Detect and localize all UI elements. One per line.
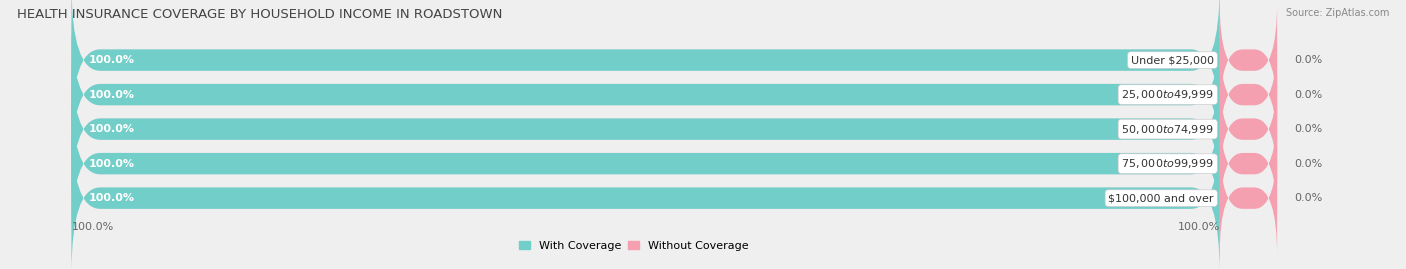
Text: 100.0%: 100.0%: [89, 55, 135, 65]
FancyBboxPatch shape: [72, 0, 1220, 136]
Text: $75,000 to $99,999: $75,000 to $99,999: [1122, 157, 1213, 170]
Text: 0.0%: 0.0%: [1295, 90, 1323, 100]
Text: $50,000 to $74,999: $50,000 to $74,999: [1122, 123, 1213, 136]
Text: 0.0%: 0.0%: [1295, 159, 1323, 169]
Text: 0.0%: 0.0%: [1295, 193, 1323, 203]
FancyBboxPatch shape: [1220, 140, 1277, 256]
FancyBboxPatch shape: [72, 0, 1220, 136]
Text: 100.0%: 100.0%: [72, 222, 114, 232]
FancyBboxPatch shape: [1220, 71, 1277, 187]
Text: 100.0%: 100.0%: [89, 90, 135, 100]
Text: Source: ZipAtlas.com: Source: ZipAtlas.com: [1285, 8, 1389, 18]
FancyBboxPatch shape: [1220, 2, 1277, 118]
Text: 100.0%: 100.0%: [1177, 222, 1220, 232]
FancyBboxPatch shape: [72, 54, 1220, 205]
Text: 100.0%: 100.0%: [89, 159, 135, 169]
FancyBboxPatch shape: [72, 19, 1220, 170]
Text: 0.0%: 0.0%: [1295, 55, 1323, 65]
FancyBboxPatch shape: [1220, 105, 1277, 222]
Text: 0.0%: 0.0%: [1295, 124, 1323, 134]
Text: Under $25,000: Under $25,000: [1130, 55, 1213, 65]
Text: $100,000 and over: $100,000 and over: [1108, 193, 1213, 203]
Text: 100.0%: 100.0%: [89, 124, 135, 134]
FancyBboxPatch shape: [72, 88, 1220, 239]
FancyBboxPatch shape: [72, 88, 1220, 239]
Legend: With Coverage, Without Coverage: With Coverage, Without Coverage: [515, 236, 754, 255]
Text: 100.0%: 100.0%: [89, 193, 135, 203]
FancyBboxPatch shape: [1220, 36, 1277, 153]
Text: HEALTH INSURANCE COVERAGE BY HOUSEHOLD INCOME IN ROADSTOWN: HEALTH INSURANCE COVERAGE BY HOUSEHOLD I…: [17, 8, 502, 21]
Text: $25,000 to $49,999: $25,000 to $49,999: [1122, 88, 1213, 101]
FancyBboxPatch shape: [72, 123, 1220, 269]
FancyBboxPatch shape: [72, 54, 1220, 205]
FancyBboxPatch shape: [72, 19, 1220, 170]
FancyBboxPatch shape: [72, 123, 1220, 269]
